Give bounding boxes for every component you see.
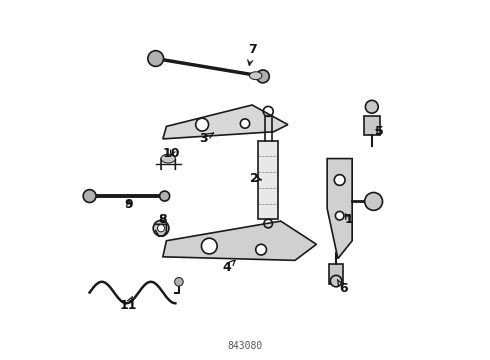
Circle shape	[256, 70, 270, 83]
Circle shape	[256, 244, 267, 255]
Polygon shape	[163, 221, 317, 260]
Text: 5: 5	[374, 125, 383, 138]
Circle shape	[330, 275, 342, 287]
Text: 8: 8	[159, 213, 167, 226]
Bar	[364, 116, 380, 135]
Text: 6: 6	[338, 280, 347, 296]
Text: 3: 3	[199, 132, 214, 145]
Circle shape	[196, 118, 209, 131]
Polygon shape	[327, 158, 352, 258]
Circle shape	[241, 119, 249, 128]
Circle shape	[148, 51, 164, 66]
Circle shape	[365, 193, 383, 210]
Text: 7: 7	[248, 43, 257, 65]
Text: 11: 11	[119, 296, 137, 312]
Text: 2: 2	[249, 172, 261, 185]
Circle shape	[334, 175, 345, 185]
Polygon shape	[163, 105, 288, 139]
Bar	[258, 141, 278, 219]
Circle shape	[83, 190, 96, 203]
Text: 9: 9	[124, 198, 133, 211]
Circle shape	[153, 220, 169, 236]
Ellipse shape	[161, 154, 175, 163]
Circle shape	[160, 191, 170, 201]
Circle shape	[174, 278, 183, 286]
Text: 10: 10	[163, 147, 180, 160]
Circle shape	[335, 211, 344, 220]
Text: 1: 1	[344, 213, 353, 226]
Text: 4: 4	[223, 260, 235, 274]
Circle shape	[201, 238, 217, 254]
Circle shape	[366, 100, 378, 113]
Circle shape	[157, 225, 165, 232]
Ellipse shape	[249, 72, 262, 80]
Bar	[329, 264, 343, 284]
Text: 843080: 843080	[227, 341, 263, 351]
